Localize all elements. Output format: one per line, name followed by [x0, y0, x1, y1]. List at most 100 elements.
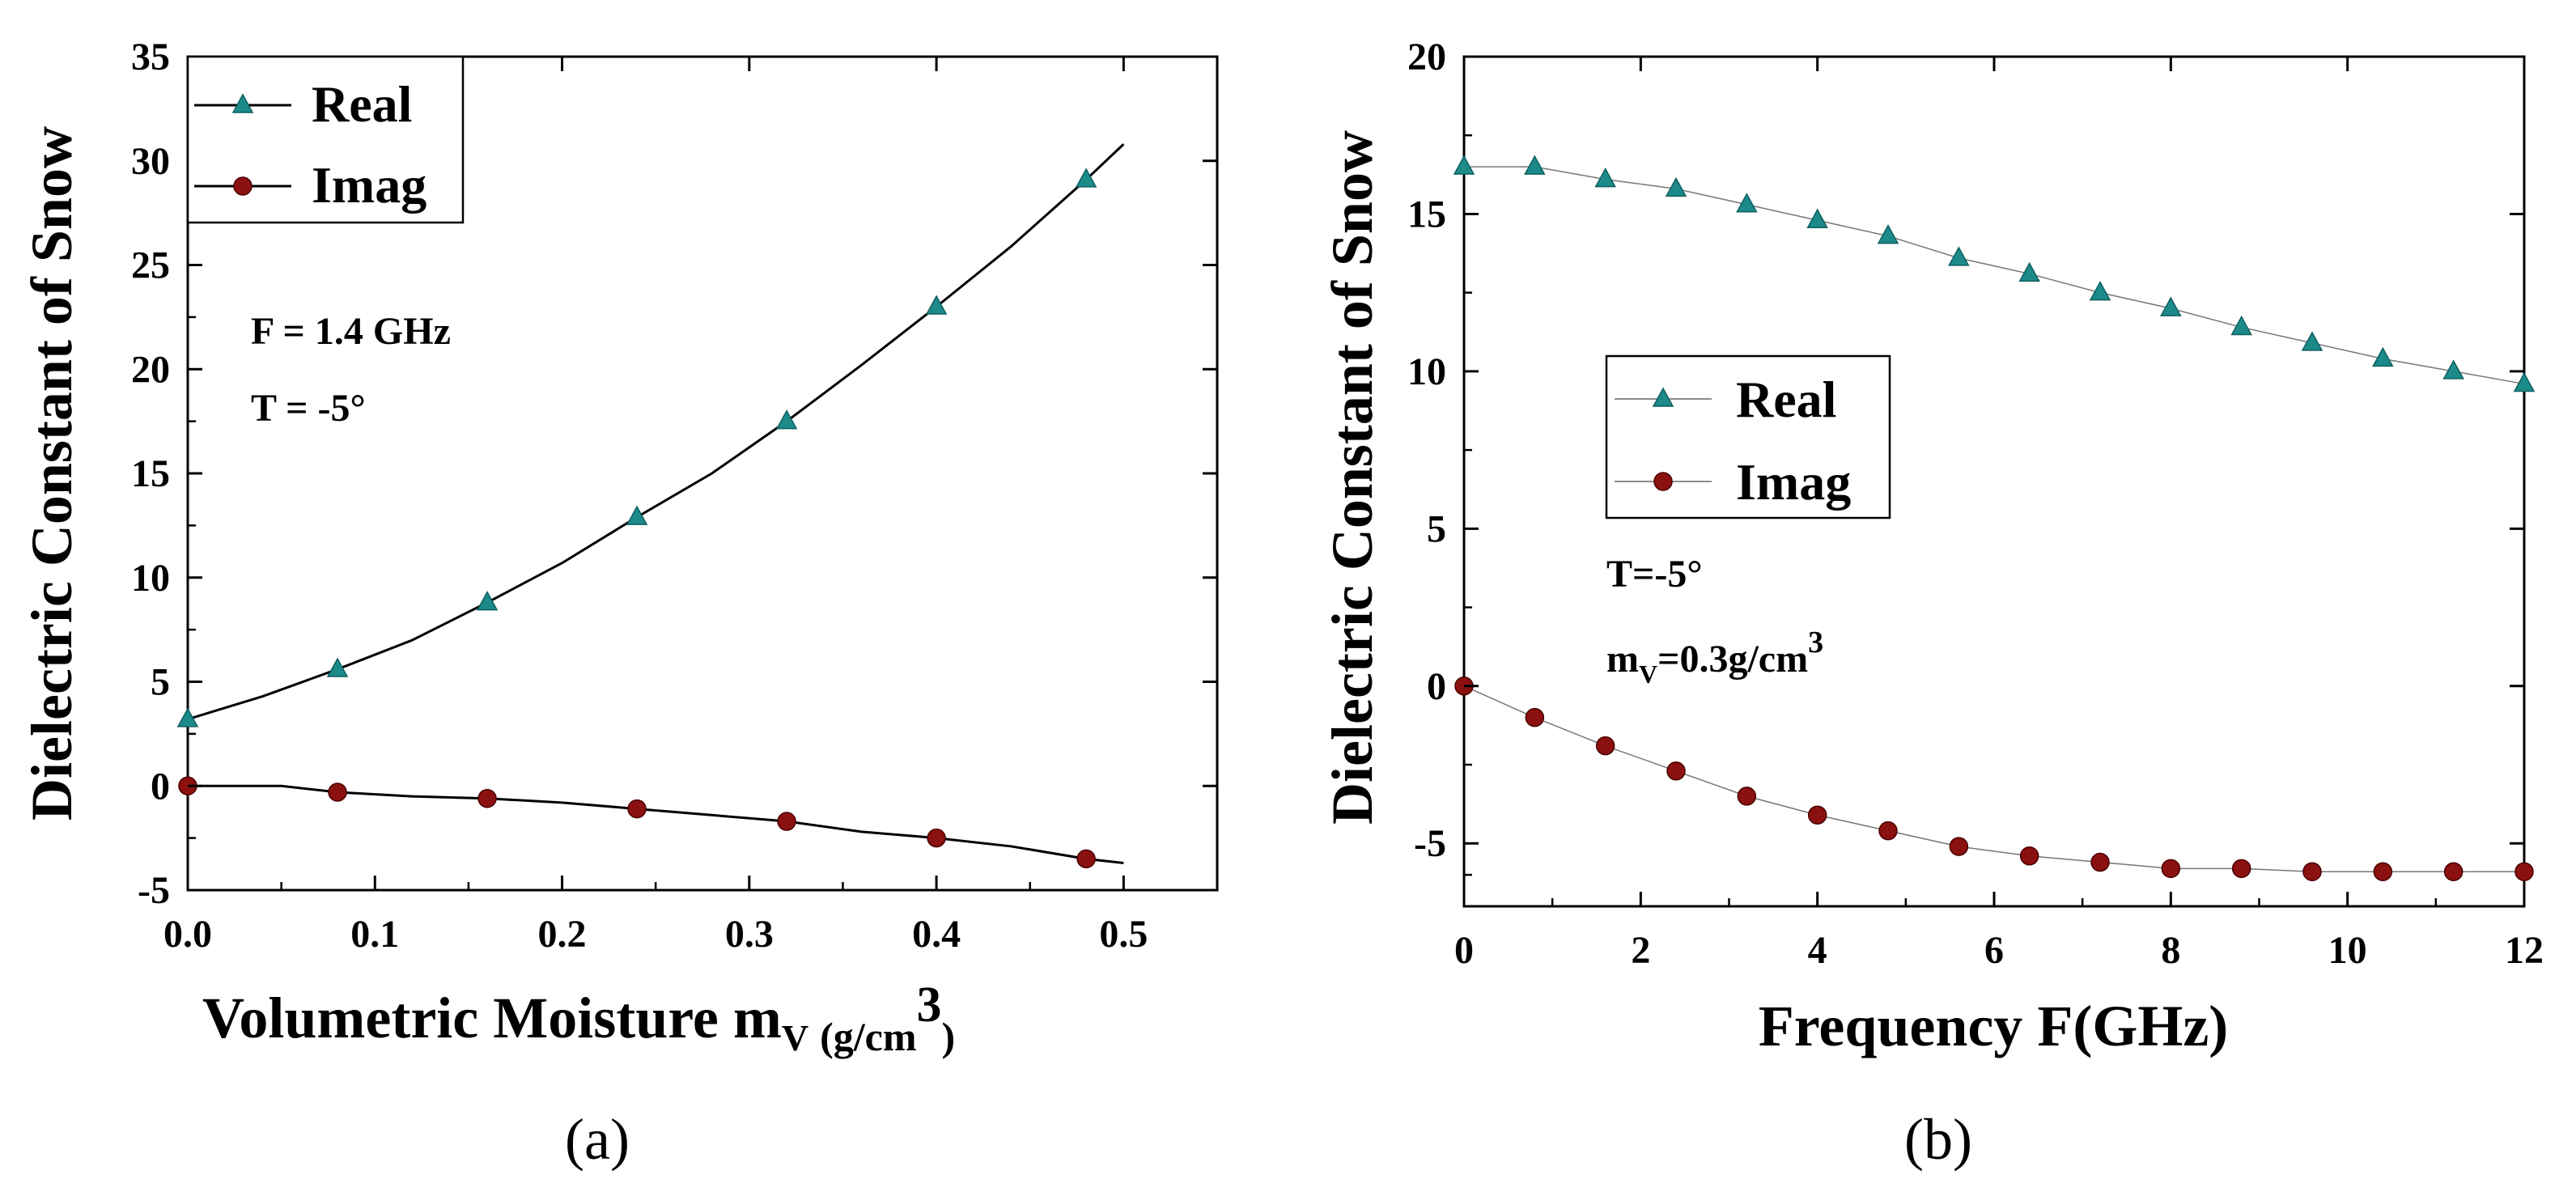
- panel-b-y-tick-label: 0: [1427, 665, 1446, 708]
- panel-b-imag-point: [1949, 837, 1969, 856]
- panel-a-imag-point: [1076, 849, 1096, 869]
- panel-b-imag-point: [1737, 787, 1757, 806]
- panel-b-imag-point: [1807, 805, 1827, 825]
- panel-b-x-tick-label: 4: [1808, 929, 1827, 972]
- panel-b-legend-real-marker: [1652, 387, 1674, 407]
- panel-b-legend-imag-marker: [1653, 472, 1673, 491]
- panel-b-legend-real-label: Real: [1736, 371, 1836, 428]
- panel-b-annotation-moisture-m: m: [1606, 638, 1639, 681]
- panel-a-x-label-unit: (g/cm: [820, 1014, 916, 1059]
- panel-b-x-axis-label: Frequency F(GHz): [1759, 994, 2229, 1058]
- panel-a-legend: Real Imag: [186, 55, 465, 224]
- panel-b-annotation-moisture-sup: 3: [1808, 626, 1823, 659]
- panel-a-imag-series-line: [188, 784, 1124, 865]
- panel-a-x-label-sub: V: [782, 1017, 808, 1058]
- panel-a-imag-point: [328, 782, 347, 802]
- panel-a-y-axis-label: Dielectric Constant of Snow: [19, 126, 84, 821]
- panel-b-legend-box: [1605, 354, 1891, 520]
- panel-b-imag-series-line: [1463, 685, 2524, 872]
- panel-b-real-point: [2372, 346, 2394, 367]
- panel-b-real-point: [1806, 208, 1828, 228]
- panel-a-real-point: [476, 591, 499, 611]
- panel-b-x-tick-label: 8: [2161, 929, 2180, 972]
- panel-a-y-tick-label: 15: [131, 452, 170, 495]
- panel-b-real-point: [2301, 331, 2323, 351]
- panel-b-legend: Real Imag: [1605, 354, 1891, 520]
- panel-b-real-point: [1736, 193, 1758, 213]
- panel-a-caption: (a): [565, 1107, 630, 1172]
- panel-a-legend-real-marker: [231, 93, 254, 113]
- panel-a-x-tick-label: 0.2: [538, 913, 587, 956]
- panel-a-imag-point: [777, 812, 796, 831]
- panel-a-x-label-main: Volumetric Moisture m: [202, 986, 782, 1050]
- panel-b-x-tick-label: 0: [1454, 929, 1474, 972]
- panel-b-x-tick-label: 10: [2328, 929, 2367, 972]
- panel-b-annotation-moisture-value: =0.3g/cm: [1657, 638, 1808, 681]
- panel-b-y-tick-label: 10: [1407, 350, 1446, 393]
- panel-b-y-axis-label: Dielectric Constant of Snow: [1320, 130, 1385, 825]
- panel-a-y-tick-label: 20: [131, 348, 170, 391]
- panel-b-y-tick-label: -5: [1414, 822, 1446, 865]
- panel-b-imag-point: [2161, 859, 2181, 879]
- panel-b-real-point: [1877, 224, 1899, 244]
- panel-b-real-point: [1453, 155, 1475, 175]
- panel-a-x-tick-label: 0.5: [1099, 913, 1148, 956]
- panel-b-y-tick-label: 5: [1427, 507, 1446, 550]
- panel-a-real-series-line: [187, 143, 1125, 721]
- panel-a-imag-point: [627, 799, 647, 819]
- panel-b-real-point: [2160, 296, 2182, 316]
- panel-a-y-tick-label: 25: [131, 244, 170, 287]
- panel-a-y-tick-label: -5: [138, 869, 170, 912]
- panel-a-real-point: [326, 657, 349, 677]
- panel-b-real-point: [2513, 371, 2536, 392]
- panel-b-real-point: [2230, 315, 2252, 336]
- panel-b-imag-point: [2443, 862, 2464, 881]
- panel-a-real-point: [775, 409, 798, 430]
- panel-a-x-label-close: ): [941, 1014, 955, 1059]
- panel-b-real-point: [1665, 176, 1687, 197]
- panel-a-real-point: [925, 295, 948, 315]
- panel-a-x-tick-label: 0.0: [163, 913, 212, 956]
- panel-b-imag-point: [2090, 852, 2110, 872]
- panel-a-chart: 0.0 0.1 0.2 0.3 0.4 0.5 -5 0 5 10 15 20 25 30 35 Diele…: [19, 36, 1219, 1172]
- panel-a-real-point: [626, 505, 648, 525]
- panel-b-real-point: [2089, 281, 2111, 301]
- panel-b-imag-point: [2373, 862, 2393, 881]
- panel-a-legend-imag-label: Imag: [312, 156, 427, 214]
- panel-b-imag-point: [2302, 862, 2322, 881]
- panel-b-imag-point: [2019, 846, 2039, 866]
- panel-b-y-tick-label: 20: [1407, 36, 1446, 78]
- panel-a-x-tick-label: 0.1: [350, 913, 399, 956]
- panel-b-x-tick-label: 6: [1984, 929, 2004, 972]
- panel-b-real-point: [1948, 246, 1970, 266]
- panel-a-y-tick-label: 35: [131, 36, 170, 78]
- panel-b-y-tick-label: 15: [1407, 193, 1446, 235]
- panel-a-y-tick-label: 5: [151, 661, 170, 704]
- panel-a-x-tick-label: 0.4: [912, 913, 961, 956]
- panel-b-imag-point: [1878, 821, 1898, 841]
- panel-b-imag-point: [1666, 761, 1686, 781]
- panel-a-x-axis-label: Volumetric Moisture mV (g/cm3): [202, 978, 955, 1059]
- panel-a-legend-imag-marker: [233, 176, 253, 196]
- panel-b-annotation-moisture: mV=0.3g/cm3: [1606, 626, 1823, 689]
- panel-b-real-series-line: [1464, 166, 2525, 385]
- panel-a-annotation-temperature: T = -5°: [251, 387, 366, 430]
- panel-a-real-point: [1075, 168, 1097, 188]
- panel-a-real-point: [176, 707, 199, 727]
- panel-b-annotation-moisture-sub: V: [1639, 659, 1657, 689]
- panel-a-legend-real-label: Real: [312, 75, 412, 133]
- panel-b-real-point: [2018, 261, 2040, 282]
- panel-a-imag-point: [477, 788, 497, 808]
- panel-a-x-label-sup: 3: [916, 978, 941, 1033]
- panel-b-imag-point: [1525, 707, 1545, 727]
- panel-a-annotation-frequency: F = 1.4 GHz: [251, 310, 451, 353]
- panel-a-y-tick-label: 10: [131, 557, 170, 600]
- panel-a-y-tick-label: 30: [131, 140, 170, 183]
- panel-b-imag-point: [2514, 862, 2534, 881]
- panel-b-legend-imag-label: Imag: [1736, 453, 1851, 511]
- panel-b-real-point: [1524, 155, 1546, 175]
- panel-b-imag-point: [1595, 736, 1615, 756]
- panel-b-annotation-temperature: T=-5°: [1606, 553, 1703, 596]
- panel-b-x-tick-label: 2: [1631, 929, 1650, 972]
